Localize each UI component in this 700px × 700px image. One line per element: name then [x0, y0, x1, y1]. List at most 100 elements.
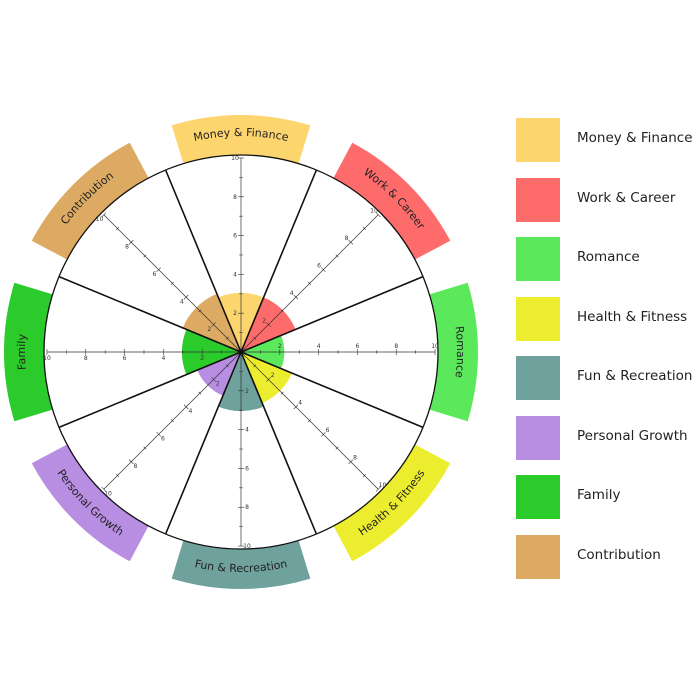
tick-label-contribution: 2 — [207, 326, 211, 333]
tick-label-contribution: 8 — [125, 243, 129, 250]
tick-label-money-and-finance: 2 — [233, 310, 237, 317]
tick-label-work-and-career: 4 — [290, 290, 294, 297]
outer-category-bands — [4, 115, 478, 589]
tick-label-work-and-career: 6 — [317, 262, 321, 269]
tick-label-romance: 4 — [317, 343, 321, 350]
tick-label-family: 6 — [123, 355, 127, 362]
legend-item-fun-and-recreation: Fun & Recreation — [516, 356, 700, 400]
legend-swatch — [516, 237, 560, 281]
band-personal-growth — [31, 444, 149, 562]
tick-contribution — [116, 227, 119, 230]
tick-personal-growth — [156, 431, 162, 437]
band-label-family: Family — [15, 333, 29, 370]
sector-divider — [58, 275, 242, 353]
tick-personal-growth — [183, 404, 189, 410]
tick-label-family: 4 — [161, 355, 165, 362]
tick-personal-growth — [170, 419, 174, 423]
tick-label-contribution: 6 — [153, 271, 157, 278]
tick-label-fun-and-recreation: 2 — [245, 388, 249, 395]
legend-item-family: Family — [516, 475, 700, 519]
tick-label-romance: 2 — [278, 343, 282, 350]
tick-label-fun-and-recreation: 8 — [245, 504, 249, 511]
tick-label-family: 10 — [43, 355, 51, 362]
tick-personal-growth — [143, 446, 147, 450]
legend-swatch — [516, 415, 560, 460]
legend-item-contribution: Contribution — [516, 534, 700, 579]
tick-label-personal-growth: 6 — [161, 436, 165, 443]
sector-divider — [164, 351, 242, 535]
legend-item-romance: Romance — [516, 237, 700, 281]
band-health-and-fitness — [333, 444, 451, 562]
tick-contribution — [225, 336, 229, 340]
tick-contribution — [183, 294, 189, 300]
tick-label-personal-growth: 10 — [104, 490, 112, 497]
band-fun-and-recreation — [171, 540, 311, 589]
tick-label-contribution: 10 — [96, 216, 104, 223]
tick-health-and-fitness — [375, 486, 381, 492]
legend-swatch — [516, 475, 560, 519]
tick-label-money-and-finance: 10 — [231, 155, 239, 162]
tick-personal-growth — [198, 391, 202, 395]
legend-item-personal-growth: Personal Growth — [516, 415, 700, 460]
band-label-romance: Romance — [453, 325, 468, 378]
legend-item-work-and-career: Work & Career — [516, 177, 700, 222]
tick-contribution — [170, 281, 174, 285]
sector-divider — [240, 275, 424, 353]
legend-swatch — [516, 534, 560, 579]
tick-label-work-and-career: 8 — [345, 235, 349, 242]
band-family — [4, 282, 53, 422]
sector-dividers — [58, 169, 424, 535]
legend-label: Personal Growth — [577, 427, 688, 444]
band-work-and-career — [333, 142, 451, 260]
tick-label-romance: 10 — [431, 343, 439, 350]
tick-personal-growth — [101, 486, 107, 492]
band-money-and-finance — [171, 115, 311, 164]
tick-health-and-fitness — [348, 459, 354, 465]
tick-label-health-and-fitness: 8 — [353, 455, 357, 462]
tick-label-health-and-fitness: 2 — [271, 372, 275, 379]
tick-contribution — [156, 267, 162, 273]
tick-health-and-fitness — [335, 446, 339, 450]
tick-work-and-career — [375, 212, 381, 218]
tick-contribution — [101, 212, 107, 218]
legend-swatch — [516, 177, 560, 222]
tick-label-money-and-finance: 8 — [233, 194, 237, 201]
tick-label-fun-and-recreation: 10 — [243, 543, 251, 550]
sector-divider — [164, 169, 242, 353]
tick-personal-growth — [128, 459, 134, 465]
tick-label-romance: 6 — [356, 343, 360, 350]
legend-label: Romance — [577, 249, 640, 265]
tick-label-family: 2 — [200, 355, 204, 362]
tick-health-and-fitness — [253, 364, 257, 368]
legend-label: Work & Career — [577, 189, 676, 206]
tick-label-personal-growth: 8 — [134, 463, 138, 470]
tick-health-and-fitness — [308, 419, 312, 423]
tick-health-and-fitness — [363, 474, 366, 477]
tick-contribution — [198, 309, 202, 313]
tick-work-and-career — [320, 267, 326, 273]
tick-label-money-and-finance: 6 — [233, 233, 237, 240]
legend-item-health-and-fitness: Health & Fitness — [516, 296, 700, 341]
tick-work-and-career — [266, 322, 271, 327]
tick-label-romance: 8 — [394, 343, 398, 350]
band-label-fun-and-recreation: Fun & Recreation — [194, 557, 289, 575]
legend-label: Fun & Recreation — [577, 368, 693, 384]
sector-divider — [58, 351, 242, 429]
legend-swatch — [516, 356, 560, 400]
tick-personal-growth — [211, 377, 216, 382]
tick-label-work-and-career: 2 — [262, 317, 266, 324]
legend-swatch — [516, 296, 560, 341]
band-label-money-and-finance: Money & Finance — [192, 126, 290, 144]
tick-work-and-career — [363, 227, 366, 230]
legend-swatch — [516, 118, 560, 162]
legend-label: Family — [577, 487, 621, 503]
tick-label-health-and-fitness: 10 — [379, 482, 387, 489]
tick-label-fun-and-recreation: 6 — [245, 465, 249, 472]
band-romance — [429, 282, 478, 422]
legend-label: Money & Finance — [577, 130, 693, 146]
legend-item-money-and-finance: Money & Finance — [516, 118, 700, 162]
legend-label: Contribution — [577, 546, 661, 563]
tick-health-and-fitness — [280, 391, 284, 395]
band-contribution — [31, 142, 149, 260]
sector-divider — [240, 351, 318, 535]
